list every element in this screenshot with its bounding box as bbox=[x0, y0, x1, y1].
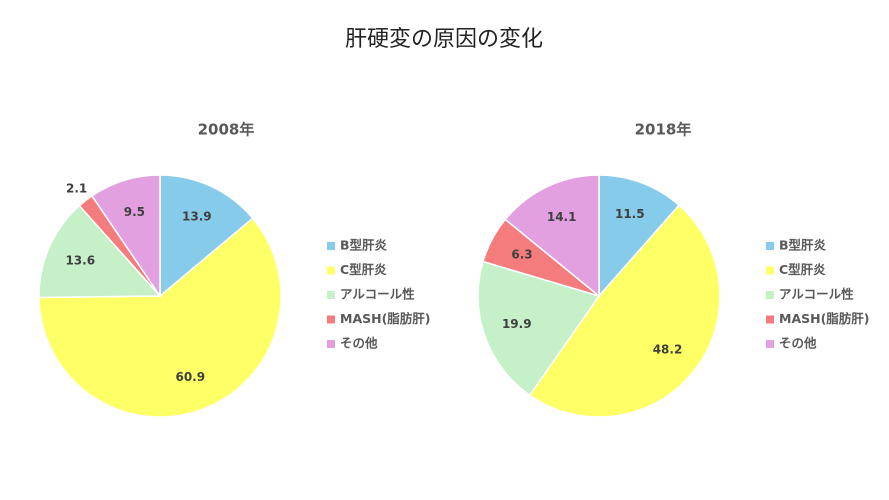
data-label: 11.5 bbox=[615, 207, 645, 221]
pie-slice bbox=[38, 217, 282, 418]
data-label: 13.6 bbox=[65, 253, 95, 267]
pie-slice bbox=[504, 174, 600, 298]
pie-slice bbox=[159, 174, 254, 298]
legend-label: アルコール性 bbox=[779, 287, 854, 302]
legend-label: B型肝炎 bbox=[779, 238, 827, 253]
data-label: 14.1 bbox=[547, 210, 577, 224]
subplot-title: 2008年 bbox=[198, 121, 255, 139]
legend-swatch bbox=[766, 340, 774, 348]
legend-swatch bbox=[327, 266, 335, 275]
legend-swatch bbox=[766, 242, 774, 250]
data-label: 6.3 bbox=[511, 248, 532, 262]
legend-label: その他 bbox=[340, 336, 378, 351]
legend-swatch bbox=[766, 266, 774, 275]
legend-swatch bbox=[766, 315, 774, 324]
legend-swatch bbox=[327, 315, 335, 324]
data-label: 48.2 bbox=[653, 342, 683, 356]
chart-title: 肝硬変の原因の変化 bbox=[345, 27, 543, 52]
data-label: 19.9 bbox=[502, 317, 532, 331]
legend-label: C型肝炎 bbox=[340, 262, 387, 277]
data-label: 13.9 bbox=[182, 210, 212, 224]
legend-swatch bbox=[327, 340, 335, 348]
pie-slice bbox=[90, 174, 161, 299]
legend-label: MASH(脂肪肝) bbox=[340, 311, 431, 326]
subplot-title: 2018年 bbox=[635, 121, 692, 139]
legend-swatch bbox=[766, 291, 774, 299]
legend-label: B型肝炎 bbox=[340, 238, 388, 253]
data-label: 2.1 bbox=[66, 182, 87, 196]
pie-slice bbox=[598, 174, 681, 298]
legend-label: その他 bbox=[779, 336, 817, 351]
legend-swatch bbox=[327, 291, 335, 299]
data-label: 9.5 bbox=[124, 205, 145, 219]
data-label: 60.9 bbox=[175, 370, 205, 384]
legend-label: MASH(脂肪肝) bbox=[779, 311, 870, 326]
legend-swatch bbox=[327, 242, 335, 250]
pie-slice bbox=[477, 260, 601, 397]
pie-slice bbox=[528, 204, 721, 418]
pie-slice bbox=[38, 204, 162, 299]
legend-label: アルコール性 bbox=[340, 287, 415, 302]
legend-label: C型肝炎 bbox=[779, 262, 826, 277]
